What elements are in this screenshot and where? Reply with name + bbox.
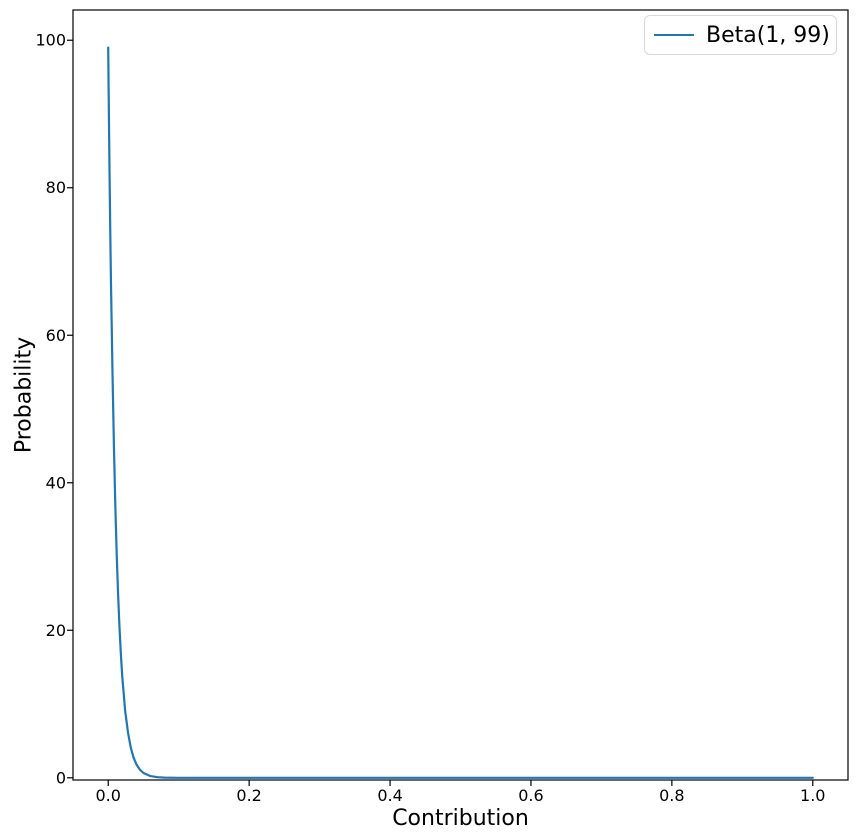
legend-line-sample-icon — [654, 33, 694, 37]
y-axis-label: Probability — [11, 336, 37, 454]
y-tick-label: 60 — [46, 326, 66, 345]
x-tick-label: 0.6 — [518, 786, 543, 805]
x-tick-label: 0.0 — [96, 786, 121, 805]
x-tick-label: 0.2 — [236, 786, 261, 805]
y-tick-label: 20 — [46, 621, 66, 640]
plot-frame — [72, 9, 849, 781]
x-tick-label: 1.0 — [800, 786, 825, 805]
x-tick-label: 0.8 — [659, 786, 684, 805]
y-tick-label: 80 — [46, 178, 66, 197]
x-tick-label: 0.4 — [377, 786, 402, 805]
beta-distribution-curve — [107, 46, 814, 779]
legend-entry-label: Beta(1, 99) — [706, 22, 830, 48]
y-tick-label: 0 — [56, 768, 66, 787]
y-tick-label: 40 — [46, 473, 66, 492]
x-axis-label: Contribution — [392, 806, 529, 831]
y-tick-label: 100 — [35, 31, 66, 50]
legend: Beta(1, 99) — [644, 15, 837, 55]
